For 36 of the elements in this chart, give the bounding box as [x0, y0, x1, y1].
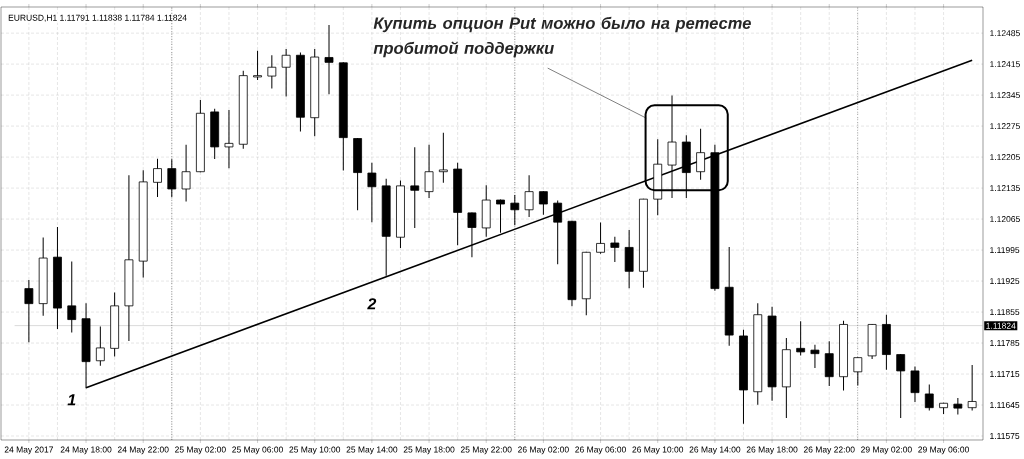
annotation: Купить опцион Put можно было на ретесте пробитой поддержки — [373, 16, 751, 58]
annotation: 1 — [67, 394, 76, 406]
y-tick-label: 1.12345 — [990, 92, 1020, 99]
y-tick-label: 1.11995 — [990, 247, 1020, 254]
x-tick-label: 24 May 22:00 — [117, 446, 169, 455]
x-tick-label: 25 May 10:00 — [289, 446, 341, 455]
x-tick-label: 25 May 22:00 — [460, 446, 512, 455]
y-tick-label: 1.11855 — [990, 309, 1020, 316]
y-tick-label: 1.12135 — [990, 185, 1020, 192]
x-tick-label: 24 May 2017 — [4, 446, 54, 455]
x-tick-label: 25 May 14:00 — [346, 446, 398, 455]
x-tick-label: 29 May 02:00 — [861, 446, 912, 455]
x-tick-label: 25 May 06:00 — [232, 446, 283, 455]
x-tick-label: 26 May 18:00 — [746, 446, 798, 455]
y-tick-label: 1.11715 — [990, 371, 1020, 377]
annotation: 2 — [367, 298, 377, 310]
x-tick-label: 26 May 02:00 — [518, 446, 569, 455]
y-tick-label: 1.11925 — [990, 278, 1020, 285]
y-tick-label: 1.12485 — [990, 30, 1020, 37]
x-tick-label: 26 May 14:00 — [689, 446, 741, 455]
y-tick-label: 1.12205 — [990, 154, 1020, 161]
x-tick-label: 26 May 10:00 — [632, 446, 684, 455]
ref-line-label: 1.11824 — [986, 322, 1016, 329]
x-tick-label: 24 May 18:00 — [60, 446, 112, 455]
y-tick-label: 1.12275 — [990, 123, 1020, 130]
text: EURUSD,H1 1.11791 1.11838 1.11784 1.11824 — [8, 14, 187, 22]
y-tick-label: 1.11575 — [990, 433, 1020, 439]
x-tick-label: 29 May 06:00 — [918, 446, 969, 455]
x-tick-label: 25 May 18:00 — [403, 446, 455, 455]
y-tick-label: 1.11785 — [990, 340, 1020, 347]
x-tick-label: 26 May 06:00 — [575, 446, 626, 455]
y-tick-label: 1.11645 — [990, 402, 1020, 409]
x-tick-label: 25 May 02:00 — [175, 446, 226, 455]
y-tick-label: 1.12065 — [990, 216, 1020, 223]
y-tick-label: 1.12415 — [990, 61, 1020, 68]
x-tick-label: 26 May 22:00 — [803, 446, 855, 455]
